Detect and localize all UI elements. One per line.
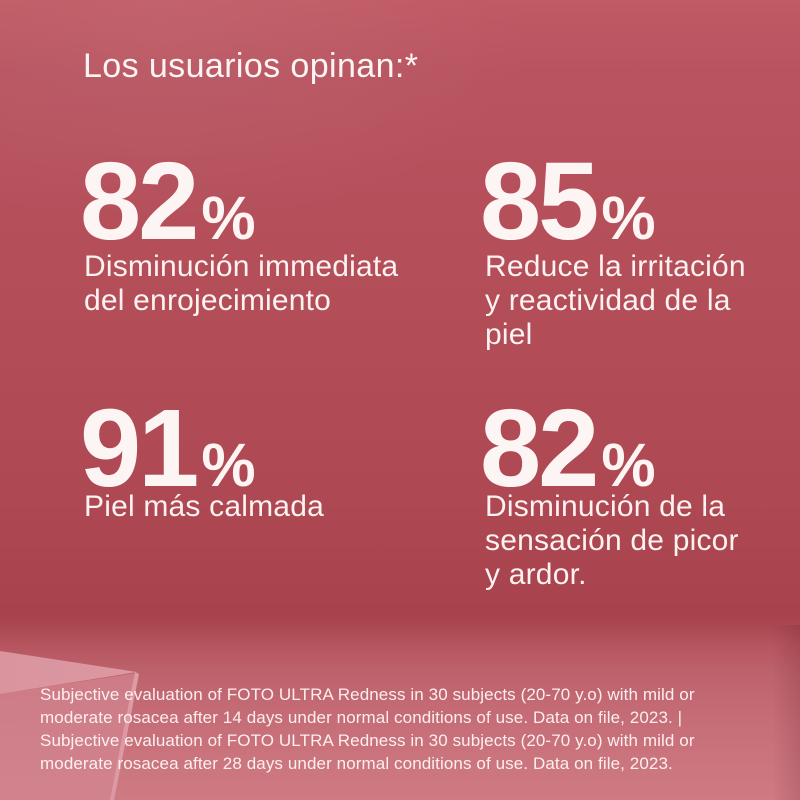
stat-value-4: 82 %	[480, 387, 656, 510]
stat-label-2: Reduce la irritación y reactividad de la…	[485, 250, 746, 351]
stat-number-1: 82	[80, 140, 199, 263]
page-title: Los usuarios opinan:*	[83, 47, 419, 85]
percent-sign-4: %	[601, 431, 655, 499]
stat-value-2: 85 %	[480, 140, 656, 263]
stat-value-1: 82 %	[80, 140, 256, 263]
stat-label-4: Disminución de la sensación de picor y a…	[485, 490, 739, 591]
percent-sign-1: %	[201, 184, 255, 252]
stat-number-2: 85	[480, 140, 599, 263]
percent-sign-2: %	[601, 184, 655, 252]
stat-value-3: 91 %	[80, 387, 256, 510]
stat-label-1: Disminución immediata del enrojecimiento	[84, 250, 399, 317]
stat-label-3: Piel más calmada	[84, 490, 324, 523]
disclaimer-text: Subjective evaluation of FOTO ULTRA Redn…	[40, 685, 695, 773]
stat-number-3: 91	[80, 387, 199, 510]
percent-sign-3: %	[201, 431, 255, 499]
stat-number-4: 82	[480, 387, 599, 510]
